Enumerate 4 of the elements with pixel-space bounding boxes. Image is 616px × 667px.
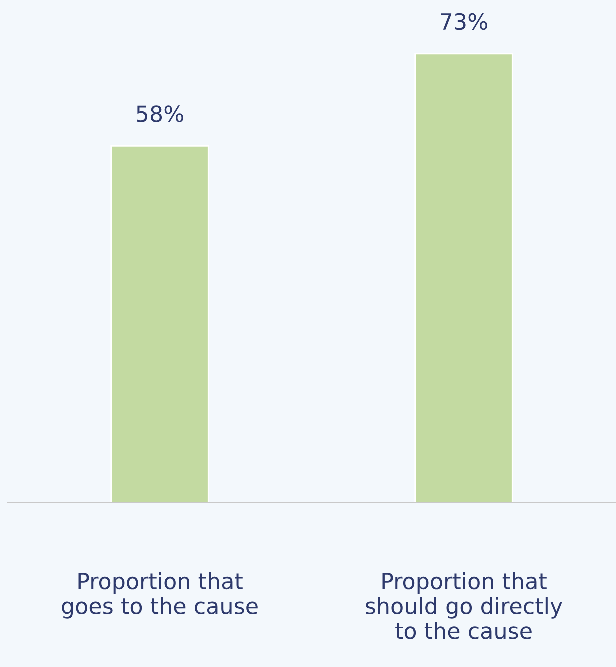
x-tick-label: Proportion that goes to the cause [62, 572, 258, 619]
data-label: 73% [441, 13, 488, 30]
data-label: 58% [137, 106, 184, 122]
x-tick-label: Proportion that should go directly to the cause [366, 572, 562, 640]
